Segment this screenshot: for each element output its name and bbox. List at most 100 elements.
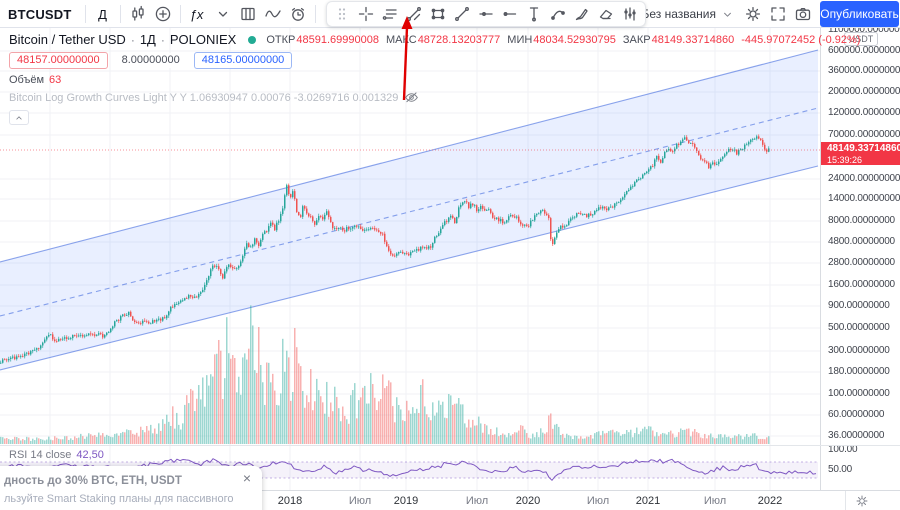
price-axis-label: 180.00000000 — [828, 366, 890, 377]
price-chart[interactable] — [0, 28, 820, 490]
plus-circle-icon — [155, 6, 170, 22]
volume-row: Объём 63 — [9, 74, 867, 86]
ohlc-label: ОТКР — [266, 33, 296, 46]
currency-unit-chip[interactable]: USDT — [844, 32, 878, 46]
interval-button[interactable]: Д — [91, 2, 115, 26]
chart-style-button[interactable] — [126, 2, 150, 26]
ohlc-value: 48591.69990008 — [296, 33, 379, 46]
rsi-legend: RSI 14 close 42,50 — [9, 449, 104, 461]
price-axis-label: 900.00000000 — [828, 300, 890, 311]
pair-title[interactable]: Bitcoin / Tether USD — [9, 32, 126, 47]
price-axis-label: 1600.00000000 — [828, 279, 895, 290]
drag-handle[interactable] — [330, 3, 354, 25]
price-axis-label: 100.00 — [828, 444, 858, 455]
horizontal-line-tool-button[interactable] — [498, 3, 522, 25]
exchange-label[interactable]: POLONIEX — [169, 32, 237, 47]
chevron-down-icon — [720, 7, 735, 22]
vertical-line-tool-button[interactable] — [522, 3, 546, 25]
rsi-title[interactable]: RSI 14 close — [9, 449, 72, 461]
time-axis-label: 2021 — [635, 495, 661, 507]
camera-icon — [795, 7, 811, 21]
ohlc-value: 48034.52930795 — [533, 33, 616, 46]
toolbar-divider — [84, 5, 86, 23]
pitchfork-tool-button[interactable] — [402, 3, 426, 25]
pattern-icon — [624, 7, 636, 21]
pane-divider[interactable] — [0, 445, 900, 446]
toolbar-divider — [314, 5, 316, 23]
indicators-button[interactable]: ƒx — [186, 2, 210, 26]
publish-button[interactable]: Опубликовать — [820, 1, 899, 27]
price-axis-label: 36.00000000 — [828, 430, 885, 441]
indicator-templates-button[interactable] — [261, 2, 285, 26]
alarm-icon — [291, 7, 304, 21]
fx-icon: ƒx — [189, 6, 204, 22]
snapshot-button[interactable] — [791, 2, 815, 26]
candles — [0, 134, 770, 364]
ad-close-button[interactable]: × — [242, 470, 251, 486]
volume-label[interactable]: Объём — [9, 74, 45, 86]
time-axis-label: 2018 — [277, 495, 303, 507]
ohlc-values: ОТКР 48591.69990008 МАКС 48728.13203777 МИН 4… — [266, 34, 867, 46]
price-axis-label: 2800.00000000 — [828, 257, 895, 268]
brush-tool-button[interactable] — [570, 3, 594, 25]
compare-button[interactable] — [151, 2, 175, 26]
curve-tool-button[interactable] — [546, 3, 570, 25]
chart-legend: Bitcoin / Tether USD · 1Д · POLONIEX ОТК… — [9, 32, 867, 125]
grid — [0, 28, 820, 490]
indicators-dropdown-button[interactable] — [211, 2, 235, 26]
eraser-icon — [599, 9, 613, 20]
price-axis-label: 24000.00000000 — [828, 173, 900, 184]
time-axis-label: Июл — [586, 495, 610, 507]
interval-label[interactable]: 1Д — [139, 32, 156, 47]
trendline-tool-button[interactable] — [450, 3, 474, 25]
ad-subtext: льзуйте Smart Staking планы для пассивно… — [4, 493, 234, 505]
axis-settings-button[interactable] — [855, 494, 869, 508]
price-axis-label: 600000.00000000 — [828, 45, 900, 56]
curve-icon — [551, 10, 565, 20]
indicator-title[interactable]: Bitcoin Log Growth Curves Light Y Y 1.06… — [9, 91, 399, 104]
trendline-icon — [455, 7, 469, 21]
time-axis-label: 2022 — [757, 495, 783, 507]
last-price-value: 48149.33714860 — [827, 143, 900, 154]
hline-icon — [503, 12, 517, 16]
templates-button[interactable] — [236, 2, 260, 26]
axis-corner-divider — [845, 491, 846, 510]
curve-low-value[interactable]: 48157.00000000 — [9, 52, 108, 69]
ray-icon — [479, 12, 493, 16]
price-axis-label: 300.00000000 — [828, 345, 890, 356]
settings-button[interactable] — [741, 2, 765, 26]
price-axis-label: 50.00 — [828, 464, 853, 475]
price-axis-label: 100.00000000 — [828, 388, 890, 399]
gear-icon — [745, 6, 761, 22]
price-axis-label: 14000.00000000 — [828, 193, 900, 204]
price-axis-label: 120000.00000000 — [828, 107, 900, 118]
separator-dot: · — [130, 32, 135, 47]
chevron-down-icon — [724, 12, 731, 17]
curve-high-value[interactable]: 48165.00000000 — [193, 52, 293, 69]
price-axis-label: 70000.00000000 — [828, 129, 900, 140]
fullscreen-button[interactable] — [766, 2, 790, 26]
price-axis-label: 360000.00000000 — [828, 65, 900, 76]
rectangle-tool-button[interactable] — [426, 3, 450, 25]
time-axis-label: Июл — [465, 495, 489, 507]
collapse-legend-button[interactable] — [9, 110, 29, 125]
expand-icon — [771, 7, 785, 21]
ad-popup: × дность до 30% BTC, ETH, USDT льзуйте S… — [0, 466, 262, 510]
horizontal-ray-tool-button[interactable] — [474, 3, 498, 25]
ohlc-value: 48149.33714860 — [651, 33, 735, 46]
price-axis-label: 4800.00000000 — [828, 236, 895, 247]
bars-pattern-tool-button[interactable] — [618, 3, 642, 25]
eye-off-icon[interactable] — [404, 90, 419, 105]
separator-dot: · — [160, 32, 165, 47]
alert-button[interactable] — [286, 2, 310, 26]
eraser-tool-button[interactable] — [594, 3, 618, 25]
vline-icon — [529, 7, 539, 22]
toolbar-divider — [179, 5, 181, 23]
price-axis[interactable]: USDT 48149.33714860 15:39:26 1100000.000… — [820, 28, 900, 490]
crosshair-tool-button[interactable] — [354, 3, 378, 25]
trend-lines-tool-button[interactable] — [378, 3, 402, 25]
trend-lines-icon — [382, 9, 397, 20]
symbol-button[interactable]: BTCUSDT — [8, 6, 72, 22]
price-axis-label: 1100000.00000000 — [828, 28, 900, 35]
